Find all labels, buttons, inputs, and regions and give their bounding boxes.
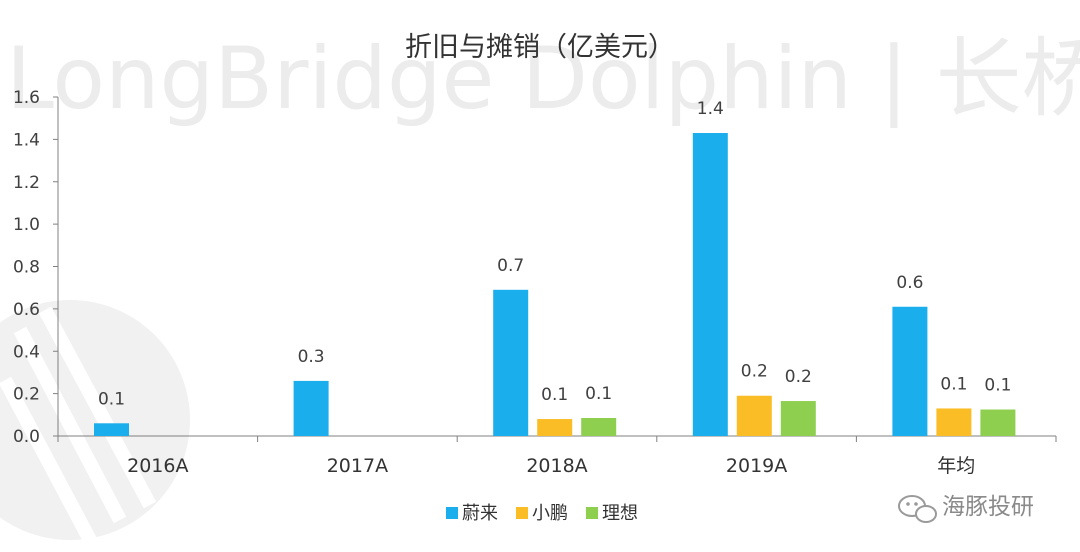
data-label: 0.1 [585, 384, 612, 404]
x-tick-label: 年均 [937, 455, 975, 477]
y-tick-label: 0.2 [13, 385, 40, 405]
legend: 蔚来 小鹏 理想 [446, 503, 638, 524]
x-tick-label: 2019A [726, 455, 787, 477]
x-tick-label: 2016A [127, 455, 188, 477]
y-tick-label: 0.8 [13, 258, 40, 278]
y-tick-label: 0.0 [13, 427, 40, 447]
x-tick-label: 2018A [526, 455, 587, 477]
bar [936, 408, 972, 436]
x-axis: 2016A 2017A 2018A 2019A 年均 [57, 435, 1057, 477]
wechat-badge-text: 海豚投研 [942, 494, 1034, 520]
legend-label: 理想 [602, 503, 638, 524]
data-label: 0.3 [298, 347, 325, 367]
data-labels-group: 0.1 0.3 0.7 0.1 0.1 1.4 0.2 0.2 0.6 0.1 0.1 [98, 99, 1011, 409]
bar [581, 417, 617, 436]
legend-label: 小鹏 [532, 503, 568, 524]
bar [493, 289, 529, 436]
bar [692, 133, 728, 437]
bar [892, 306, 928, 436]
data-label: 0.2 [785, 367, 812, 387]
wechat-icon [898, 495, 937, 523]
bar [736, 395, 772, 436]
y-tick-label: 1.0 [13, 215, 40, 235]
data-label: 0.6 [896, 273, 923, 293]
y-tick-label: 1.4 [13, 130, 40, 150]
y-axis: 0.0 0.2 0.4 0.6 0.8 1.0 1.2 1.4 1.6 [13, 88, 59, 447]
chart-title: 折旧与摊销（亿美元） [405, 32, 675, 63]
watermark-text: LongBridge Dolphin | 长桥海豚投研 [6, 29, 1080, 129]
legend-swatch [446, 507, 458, 519]
x-tick-label: 2017A [327, 455, 388, 477]
bar [293, 380, 329, 436]
data-label: 0.7 [497, 256, 524, 276]
data-label: 0.1 [940, 374, 967, 394]
watermark-layer: LongBridge Dolphin | 长桥海豚投研 [0, 29, 1080, 544]
legend-swatch [586, 507, 598, 519]
bars-group [94, 133, 1016, 437]
data-label: 0.1 [541, 385, 568, 405]
data-label: 0.1 [984, 376, 1011, 396]
y-tick-label: 0.6 [13, 300, 40, 320]
legend-label: 蔚来 [462, 503, 498, 524]
legend-swatch [516, 507, 528, 519]
wechat-badge: 海豚投研 [898, 494, 1034, 523]
y-tick-label: 1.2 [13, 173, 40, 193]
bar [537, 419, 573, 436]
data-label: 0.1 [98, 389, 125, 409]
bar [980, 409, 1016, 436]
bar [780, 401, 816, 436]
bar [94, 423, 129, 436]
watermark-logo-stripes [0, 306, 157, 544]
y-tick-label: 1.6 [13, 88, 40, 108]
y-tick-label: 0.4 [13, 342, 40, 362]
data-label: 1.4 [697, 99, 724, 119]
data-label: 0.2 [741, 362, 768, 382]
